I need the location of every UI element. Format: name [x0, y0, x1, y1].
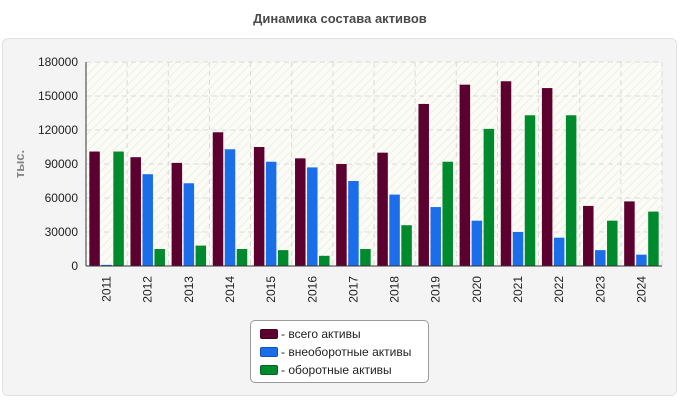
bar-current [319, 255, 330, 266]
bar-total [89, 151, 100, 266]
bar-total [336, 164, 347, 266]
bar-noncurrent [430, 207, 441, 266]
x-tick-label: 2011 [100, 276, 114, 302]
bar-total [500, 81, 512, 267]
y-tick-label: 0 [71, 259, 78, 273]
bar-current [524, 115, 536, 267]
bar-current [483, 128, 495, 266]
x-tick-label: 2020 [470, 276, 484, 303]
bar-total [130, 157, 141, 266]
bar-noncurrent [553, 237, 565, 266]
y-axis-label: тыс. [12, 150, 27, 178]
x-tick-label: 2019 [429, 276, 443, 303]
bar-total [418, 103, 429, 266]
x-tick-label: 2016 [305, 276, 319, 303]
bar-current [154, 249, 165, 266]
bar-total [583, 205, 594, 266]
legend-swatch-total [260, 329, 278, 339]
legend-item-total: - всего активы [260, 325, 428, 343]
bar-noncurrent [595, 250, 606, 266]
x-tick-label: 2018 [388, 276, 402, 303]
bar-total [459, 84, 471, 267]
y-tick-label: 180000 [38, 55, 78, 69]
bar-current [113, 151, 124, 266]
bar-noncurrent [224, 149, 236, 266]
y-tick-label: 150000 [38, 89, 78, 103]
x-tick-label: 2014 [223, 276, 237, 303]
bar-noncurrent [471, 220, 483, 266]
bar-total [212, 132, 224, 266]
bar-total [253, 147, 265, 266]
bar-current [236, 249, 248, 266]
bar-current [360, 249, 371, 266]
x-tick-label: 2023 [593, 276, 607, 303]
bar-noncurrent [101, 264, 112, 266]
bar-noncurrent [636, 254, 647, 266]
legend-label-total: - всего активы [281, 327, 361, 341]
chart-title: Динамика состава активов [253, 11, 427, 26]
x-tick-label: 2012 [141, 276, 155, 303]
legend-label-noncurrent: - внеоборотные активы [281, 345, 412, 359]
y-tick-label: 30000 [45, 225, 79, 239]
x-tick-label: 2022 [552, 276, 566, 303]
x-tick-label: 2015 [264, 276, 278, 303]
legend-label-current: - оборотные активы [281, 363, 392, 377]
chart-legend: - всего активы - внеоборотные активы - о… [250, 320, 429, 383]
bar-noncurrent [183, 183, 195, 266]
bar-current [401, 225, 412, 266]
bar-total [377, 152, 388, 266]
legend-swatch-current [260, 365, 278, 375]
bar-total [295, 158, 306, 266]
legend-item-noncurrent: - внеоборотные активы [260, 343, 428, 361]
y-tick-label: 60000 [45, 191, 79, 205]
bar-noncurrent [265, 161, 277, 266]
bar-total [624, 201, 635, 266]
bar-current [648, 211, 659, 266]
bar-total [171, 162, 183, 266]
bar-current [607, 220, 618, 266]
bar-noncurrent [142, 174, 153, 266]
y-tick-label: 90000 [45, 157, 79, 171]
bar-noncurrent [348, 181, 359, 266]
y-tick-label: 120000 [38, 123, 78, 137]
x-tick-label: 2017 [346, 276, 360, 303]
x-tick-label: 2024 [634, 276, 648, 303]
x-tick-label: 2013 [182, 276, 196, 303]
bar-current [195, 245, 207, 266]
x-tick-label: 2021 [511, 276, 525, 303]
bar-current [277, 250, 289, 266]
bar-total [541, 88, 553, 266]
bar-current [565, 115, 577, 267]
bar-noncurrent [512, 232, 524, 266]
bar-current [442, 161, 453, 266]
legend-item-current: - оборотные активы [260, 361, 428, 379]
bar-noncurrent [389, 194, 400, 266]
legend-swatch-noncurrent [260, 347, 278, 357]
bar-noncurrent [307, 167, 318, 266]
